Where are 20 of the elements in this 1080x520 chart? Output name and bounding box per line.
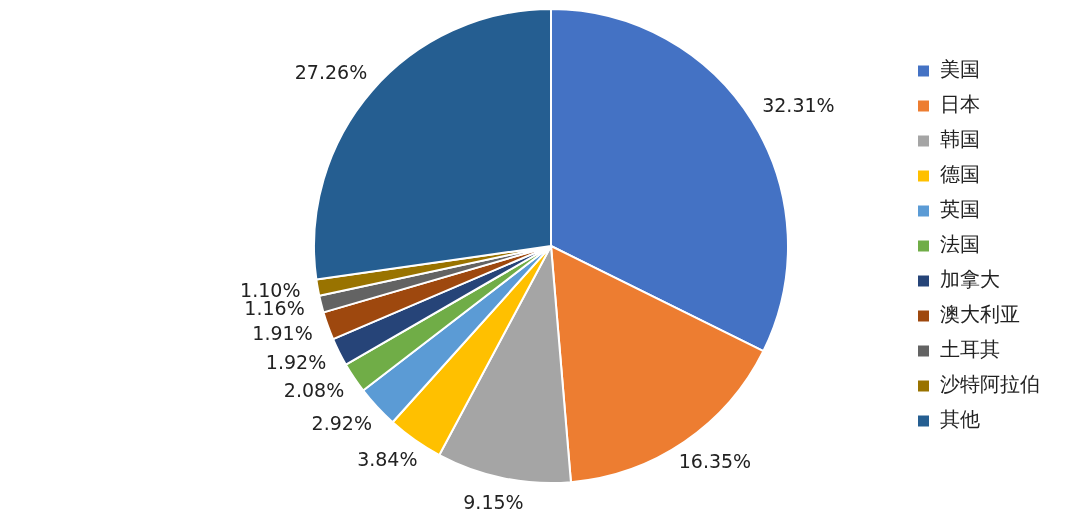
legend-label: 沙特阿拉伯	[940, 372, 1040, 397]
legend-label: 韩国	[940, 127, 980, 152]
legend-label: 日本	[940, 92, 980, 117]
legend-label: 土耳其	[940, 337, 1000, 362]
legend-label: 美国	[940, 57, 980, 82]
legend-label: 澳大利亚	[940, 302, 1020, 327]
legend-label: 其他	[940, 407, 980, 432]
data-label: 3.84%	[357, 448, 418, 471]
legend-label: 加拿大	[940, 267, 1000, 292]
legend-label: 英国	[940, 197, 980, 222]
data-label: 1.92%	[265, 350, 327, 373]
data-label: 9.15%	[463, 490, 524, 513]
data-label: 16.35%	[678, 450, 752, 473]
data-label: 2.08%	[283, 379, 345, 402]
legend-label: 法国	[940, 232, 980, 257]
data-label: 1.91%	[252, 321, 313, 344]
legend-label: 德国	[940, 162, 980, 187]
data-label: 2.92%	[311, 411, 372, 434]
data-label: 27.26%	[294, 60, 368, 83]
data-label: 32.31%	[762, 94, 835, 117]
